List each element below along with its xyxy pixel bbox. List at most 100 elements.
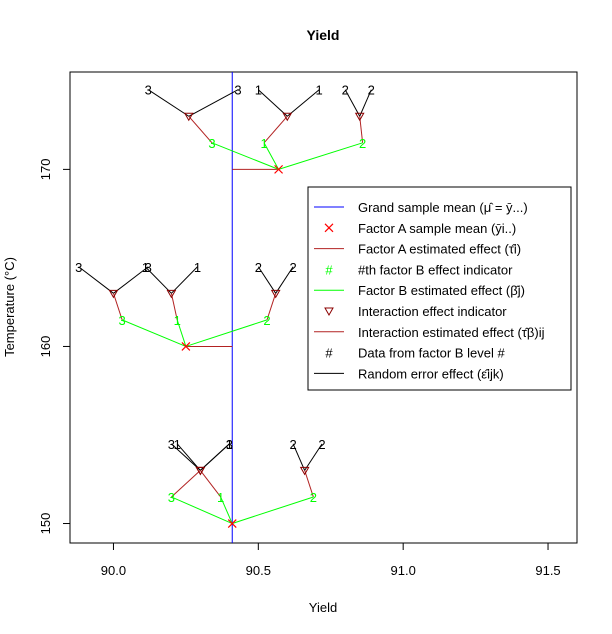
legend-label: Data from factor B level #	[358, 346, 505, 361]
x-tick-label: 90.0	[101, 563, 126, 578]
factor-b-effect-line	[176, 319, 187, 347]
data-label: 3	[145, 260, 152, 275]
factor-b-label: 2	[310, 490, 317, 505]
data-label: 3	[75, 260, 82, 275]
random-error-line	[171, 443, 201, 471]
legend-label: Random error effect (ε̂ijk)	[358, 366, 504, 381]
factor-a-mean-marker	[181, 342, 191, 351]
x-tick-label: 90.5	[246, 563, 271, 578]
x-tick-label: 91.5	[535, 563, 560, 578]
y-axis-label: Temperature (°C)	[2, 257, 17, 357]
legend: Grand sample mean (μ̂ = ȳ...) Factor A sa…	[307, 186, 572, 391]
data-label: 1	[174, 437, 181, 452]
interaction-effect-line	[266, 293, 277, 321]
interaction-effect-line	[263, 115, 288, 144]
data-label: 3	[234, 83, 241, 98]
interaction-effect-line	[199, 470, 222, 498]
interaction-effect-line	[171, 470, 201, 498]
factor-b-effect-line	[211, 142, 279, 170]
legend-label: Factor B estimated effect (β̂j)	[358, 283, 525, 298]
y-tick-label: 160	[38, 336, 53, 358]
x-axis: 90.0 90.5 91.0 91.5	[101, 542, 561, 578]
data-label: 1	[226, 437, 233, 452]
y-tick-label: 170	[38, 159, 53, 181]
random-error-line	[257, 266, 277, 294]
random-error-line	[113, 266, 149, 294]
random-error-line	[292, 443, 306, 471]
interaction-marker	[270, 289, 281, 299]
legend-box	[307, 186, 572, 391]
factor-a-mean-marker	[227, 519, 237, 528]
data-label: 1	[316, 83, 323, 98]
random-error-line	[304, 443, 323, 471]
chart-marks: 3 1 23 1 23 1 23 3 1 1 2 23 31 1 2 23 31 1 2 2	[75, 72, 375, 543]
interaction-marker	[166, 289, 177, 299]
legend-label: Interaction effect indicator	[358, 304, 507, 319]
factor-b-effect-line	[278, 142, 363, 170]
chart-title: Yield	[307, 27, 340, 43]
random-error-line	[176, 443, 201, 471]
data-label: 1	[194, 260, 201, 275]
data-label: 3	[168, 437, 175, 452]
legend-label: Factor A sample mean (ȳi..)	[358, 221, 516, 236]
data-label: 2	[342, 83, 349, 98]
legend-swatch-symbol: #	[325, 262, 333, 277]
factor-b-label: 1	[174, 313, 181, 328]
y-axis: 150 160 170	[38, 159, 71, 535]
random-error-line	[78, 266, 114, 294]
random-error-line	[171, 266, 198, 294]
interaction-marker	[108, 289, 119, 299]
factor-b-effect-line	[185, 319, 268, 347]
factor-b-effect-line	[232, 496, 314, 524]
random-error-line	[286, 89, 320, 117]
random-error-line	[275, 266, 294, 294]
random-error-line	[257, 89, 288, 117]
factor-b-effect-line	[220, 496, 233, 524]
factor-b-label: 1	[260, 136, 267, 151]
data-label: 2	[255, 260, 262, 275]
random-error-line	[188, 89, 239, 117]
data-label: 2	[289, 437, 296, 452]
random-error-line	[144, 266, 172, 294]
factor-b-label: 3	[168, 490, 175, 505]
legend-swatch-symbol: #	[325, 346, 333, 361]
factor-b-label: 1	[217, 490, 224, 505]
factor-b-label: 2	[359, 136, 366, 151]
interaction-effect-line	[170, 293, 178, 321]
factor-b-effect-line	[121, 319, 187, 347]
legend-swatch-x	[324, 223, 334, 233]
interaction-marker	[299, 466, 310, 476]
legend-swatch-triangle	[324, 307, 334, 317]
legend-label: Grand sample mean (μ̂ = ȳ...)	[358, 200, 528, 215]
random-error-line	[344, 89, 361, 117]
factor-b-effect-line	[263, 142, 280, 170]
data-label: 2	[318, 437, 325, 452]
interaction-effect-line	[359, 116, 364, 143]
data-label: 1	[255, 83, 262, 98]
interaction-marker	[282, 112, 293, 122]
data-label: 1	[142, 260, 149, 275]
factor-b-label: 3	[119, 313, 126, 328]
random-error-line	[359, 89, 372, 117]
interaction-marker	[195, 466, 206, 476]
legend-label: Factor A estimated effect (τ̂i)	[358, 242, 521, 257]
data-label: 3	[145, 83, 152, 98]
interaction-effect-line	[188, 115, 213, 144]
factor-b-label: 3	[208, 136, 215, 151]
interaction-marker	[183, 112, 194, 122]
y-tick-label: 150	[38, 513, 53, 535]
factor-a-mean-marker	[274, 164, 284, 174]
data-label: 2	[289, 260, 296, 275]
interaction-effect-line	[112, 293, 123, 321]
data-label: 2	[368, 83, 375, 98]
data-label: 3	[226, 437, 233, 452]
x-tick-label: 91.0	[391, 563, 416, 578]
x-axis-label: Yield	[309, 600, 337, 615]
random-error-line	[200, 443, 230, 471]
interaction-effect-line	[304, 470, 314, 498]
random-error-line	[147, 89, 190, 117]
factor-b-effect-line	[171, 496, 233, 524]
legend-label: Interaction estimated effect (τ̂β)ij	[358, 325, 545, 340]
legend-label: #th factor B effect indicator	[358, 262, 513, 277]
